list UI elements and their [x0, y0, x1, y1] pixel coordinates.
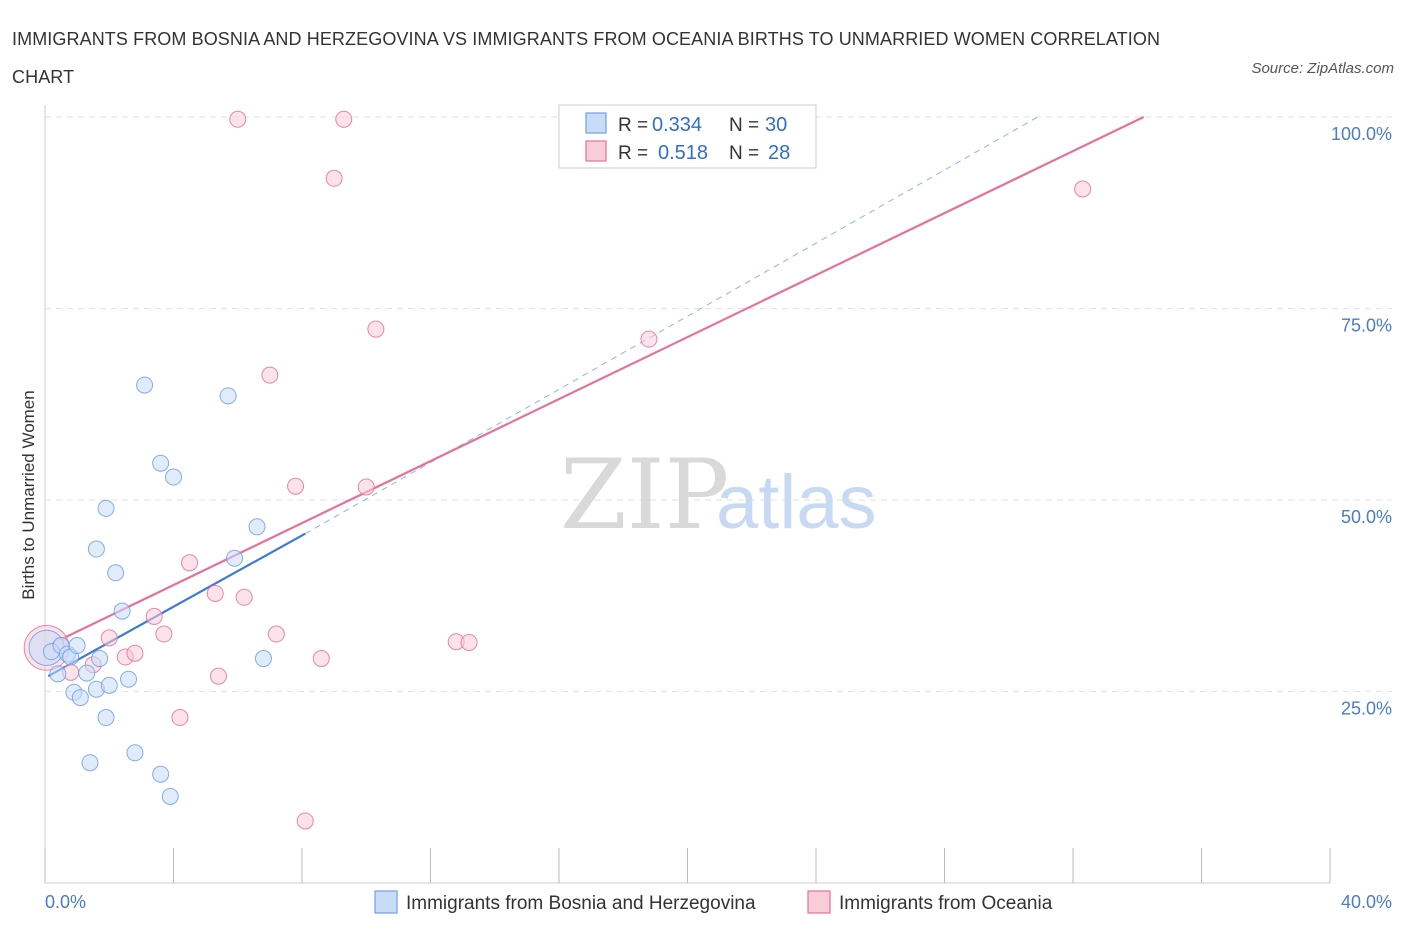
point-oceania-15: [267, 625, 285, 643]
axes: [44, 105, 1331, 884]
point-bosnia-16: [120, 670, 138, 688]
source-credit: Source: ZipAtlas.com: [1251, 60, 1394, 77]
legend: R = 0.334 N = 30 R = 0.518 N = 28: [558, 104, 817, 169]
gridlines: [45, 116, 1392, 692]
x-tick-label-max: 40.0%: [1341, 892, 1392, 912]
y-tick-label-3: 25.0%: [1341, 699, 1392, 719]
point-oceania-16: [287, 477, 305, 495]
point-oceania-7: [145, 607, 163, 625]
watermark-atlas: atlas: [716, 460, 877, 545]
point-bosnia-20: [161, 787, 179, 805]
point-oceania-25: [460, 633, 478, 651]
point-oceania-26: [640, 330, 658, 348]
point-bosnia-2: [49, 665, 67, 683]
point-bosnia-19: [152, 765, 170, 783]
chart-title: IMMIGRANTS FROM BOSNIA AND HERZEGOVINA V…: [12, 29, 1161, 87]
legend-r-value-1: 0.334: [652, 114, 702, 136]
point-oceania-27: [1074, 180, 1092, 198]
point-bosnia-23: [219, 387, 237, 405]
point-oceania-11: [206, 584, 224, 602]
watermark-zip: ZIP: [560, 439, 729, 551]
trend-extension-bosnia: [304, 116, 1038, 535]
point-bosnia-26: [254, 650, 272, 668]
legend-n-label-1: N =: [729, 115, 759, 136]
point-bosnia-22: [152, 454, 170, 472]
point-oceania-6: [126, 644, 144, 662]
point-oceania-23: [229, 110, 247, 128]
point-bosnia-14: [107, 564, 125, 582]
point-bosnia-29: [68, 637, 86, 655]
legend-n-label-2: N =: [729, 143, 759, 164]
point-oceania-8: [155, 625, 173, 643]
point-oceania-18: [312, 650, 330, 668]
bottom-legend-label-bosnia: Immigrants from Bosnia and Herzegovina: [406, 893, 756, 914]
point-oceania-12: [209, 667, 227, 685]
point-oceania-21: [357, 478, 375, 496]
point-oceania-13: [235, 588, 253, 606]
data-points: [23, 110, 1092, 830]
bottom-legend-label-oceania: Immigrants from Oceania: [839, 893, 1053, 914]
x-tick-label-min: 0.0%: [45, 892, 86, 912]
point-oceania-14: [261, 366, 279, 384]
point-bosnia-8: [78, 664, 96, 682]
point-bosnia-24: [226, 549, 244, 567]
y-axis-label: Births to Unmarried Women: [19, 390, 38, 599]
point-bosnia-9: [81, 754, 99, 772]
legend-swatch-oceania: [585, 140, 607, 162]
legend-r-label-1: R =: [618, 115, 648, 136]
point-oceania-19: [325, 169, 343, 187]
bottom-legend: Immigrants from Bosnia and Herzegovina I…: [374, 890, 1053, 914]
bottom-legend-swatch-bosnia: [374, 890, 398, 914]
point-bosnia-15: [113, 602, 131, 620]
y-tick-label-2: 50.0%: [1341, 507, 1392, 527]
point-bosnia-27: [87, 540, 105, 558]
legend-r-value-2: 0.518: [658, 142, 708, 164]
y-tick-label-1: 75.0%: [1341, 316, 1392, 336]
point-oceania-17: [296, 812, 314, 830]
point-oceania-22: [367, 320, 385, 338]
bottom-legend-swatch-oceania: [807, 890, 831, 914]
point-bosnia-21: [165, 468, 182, 486]
point-bosnia-12: [97, 709, 115, 727]
legend-r-label-2: R =: [618, 143, 648, 164]
point-bosnia-18: [136, 376, 154, 394]
legend-n-value-2: 28: [768, 142, 790, 164]
point-bosnia-7: [71, 689, 89, 707]
y-tick-label-0: 100.0%: [1331, 124, 1392, 144]
point-bosnia-28: [97, 499, 115, 517]
point-oceania-9: [171, 709, 189, 727]
point-bosnia-11: [91, 650, 109, 668]
point-bosnia-25: [248, 518, 266, 536]
trend-line-bosnia: [47, 532, 306, 678]
point-bosnia-13: [100, 676, 118, 694]
point-bosnia-17: [126, 744, 144, 762]
point-oceania-10: [181, 554, 199, 572]
tick-labels: 100.0% 75.0% 50.0% 25.0% 0.0% 40.0%: [45, 124, 1392, 912]
legend-n-value-1: 30: [765, 114, 787, 136]
trend-line-oceania: [47, 116, 1145, 647]
legend-swatch-bosnia: [585, 112, 607, 134]
point-oceania-20: [335, 110, 353, 128]
point-oceania-4: [100, 629, 118, 647]
